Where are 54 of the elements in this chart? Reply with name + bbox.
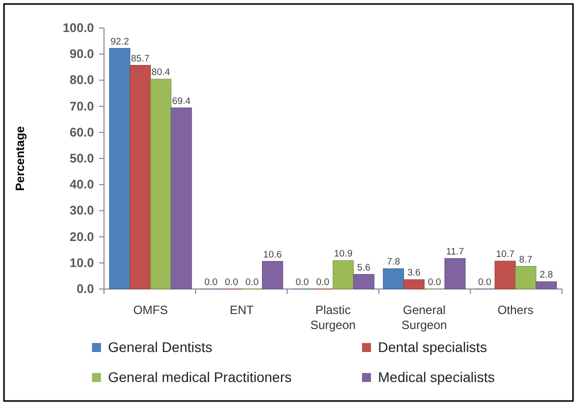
data-label: 2.8	[540, 270, 553, 281]
legend-label: General medical Practitioners	[108, 369, 292, 385]
y-tick-label: 80.0	[70, 73, 94, 88]
data-label: 0.0	[296, 277, 309, 288]
bar	[382, 268, 404, 290]
data-label: 10.9	[334, 248, 353, 260]
y-tick-label: 60.0	[70, 125, 94, 140]
y-tick-label: 100.0	[62, 21, 94, 35]
legend-label: Medical specialists	[378, 369, 495, 385]
data-label: 8.7	[519, 254, 532, 266]
data-label: 10.7	[496, 249, 514, 260]
bar	[170, 108, 192, 290]
data-label: 0.0	[316, 277, 330, 288]
x-tick-label: OMFS	[133, 303, 168, 317]
y-tick-label: 90.0	[70, 47, 94, 62]
bar	[515, 266, 536, 290]
y-tick-label: 70.0	[70, 99, 94, 114]
y-tick-label: 50.0	[70, 152, 94, 166]
data-label: 0.0	[478, 277, 492, 288]
bar	[353, 274, 374, 290]
legend-label: Dental specialists	[378, 339, 487, 355]
bar	[109, 48, 130, 290]
data-label: 0.0	[204, 277, 218, 288]
legend-label: General Dentists	[108, 339, 212, 355]
data-label: 0.0	[428, 277, 442, 288]
data-label: 80.4	[152, 67, 170, 78]
data-label: 5.6	[357, 262, 370, 274]
data-label: 0.0	[224, 277, 238, 288]
y-tick-label: 0.0	[76, 282, 94, 296]
data-label: 10.6	[263, 249, 282, 260]
bar	[536, 281, 557, 290]
data-label: 11.7	[446, 246, 464, 258]
x-tick-label: Plastic Surgeon	[310, 303, 356, 332]
y-tick-label: 20.0	[70, 230, 94, 244]
y-tick-label: 40.0	[70, 178, 94, 192]
data-label: 85.7	[131, 53, 150, 64]
x-tick-label: ENT	[230, 303, 254, 317]
bar	[130, 65, 151, 290]
y-axis-title: Percentage	[13, 126, 27, 191]
data-label: 7.8	[386, 256, 400, 268]
bar	[403, 279, 425, 290]
y-tick-label: 10.0	[70, 256, 94, 270]
data-label: 0.0	[245, 277, 259, 288]
data-label: 3.6	[407, 268, 421, 279]
bar	[150, 78, 172, 290]
x-tick-label: Others	[497, 303, 534, 317]
data-label: 69.4	[172, 96, 191, 107]
bar	[494, 260, 516, 290]
bar	[444, 258, 466, 290]
x-tick-label: General Surgeon	[402, 303, 447, 332]
y-tick-label: 30.0	[70, 204, 94, 218]
data-label: 92.2	[110, 36, 129, 48]
bar	[262, 261, 284, 290]
bar	[332, 260, 354, 290]
